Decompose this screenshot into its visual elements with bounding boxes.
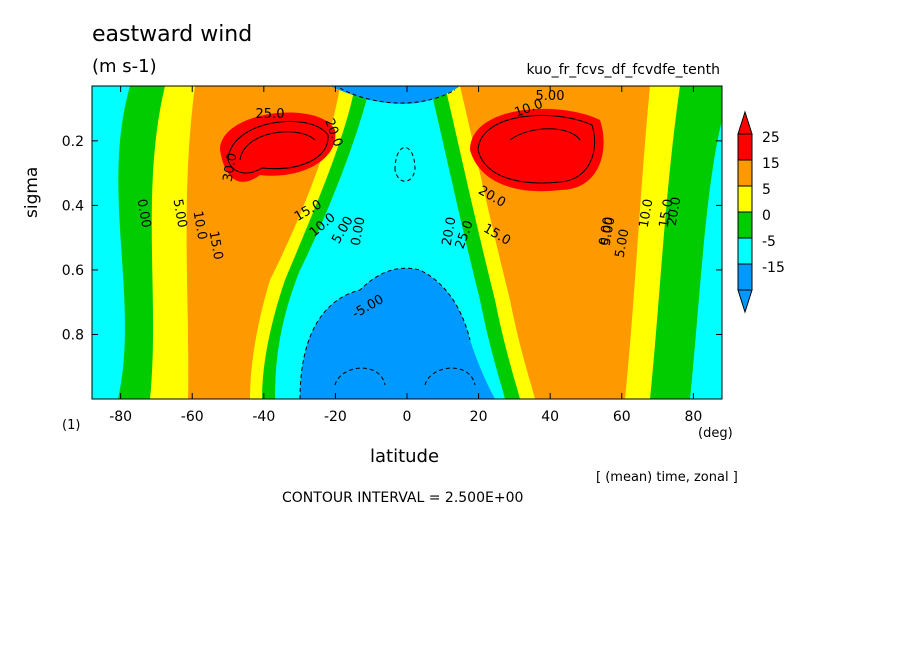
contour-label: 25.0	[256, 107, 285, 122]
averaging-note: [ (mean) time, zonal ]	[596, 470, 738, 485]
x-axis-label: latitude	[370, 446, 440, 467]
contour-label: 5.00	[536, 89, 565, 104]
x-tick-label: -80	[109, 409, 132, 425]
x-tick-label: 40	[541, 409, 559, 425]
contour-label: 0.00	[134, 198, 154, 229]
contour-lines	[227, 87, 596, 399]
colorbar-extend-bottom	[737, 289, 753, 314]
contour-label: 10.0	[190, 210, 210, 241]
x-tick-label: -60	[181, 409, 204, 425]
colorbar-segment	[737, 211, 753, 239]
colorbar-segment	[737, 133, 753, 161]
x-tick-label: 80	[684, 409, 702, 425]
colorbar-label: 0	[762, 208, 771, 224]
colorbar-label: 25	[762, 130, 780, 146]
colorbar-segment	[737, 185, 753, 213]
contour-interval: CONTOUR INTERVAL = 2.500E+00	[282, 490, 524, 506]
contour-label: 15.0	[206, 230, 226, 261]
y-tick-label: 0.2	[62, 134, 84, 150]
colorbar: 25 15 5 0 -5 -15	[737, 110, 785, 314]
contour-label: 5.00	[599, 216, 619, 247]
contour-fills	[92, 86, 722, 399]
colorbar-label: 5	[762, 182, 771, 198]
x-axis: -80 -60 -40 -20 0 20 40 60 80	[109, 86, 702, 425]
y-tick-label: 0.6	[62, 263, 84, 279]
contour-label: 30.0	[221, 152, 241, 183]
colorbar-segment	[737, 237, 753, 265]
x-tick-label: 0	[403, 409, 412, 425]
contour-label: 20.0	[440, 216, 460, 247]
colorbar-label: -5	[762, 234, 776, 250]
colorbar-segment	[737, 159, 753, 187]
contour-label: 15.0	[657, 198, 677, 229]
run-name: kuo_fr_fcvs_df_fcvdfe_tenth	[526, 62, 721, 78]
chart-units: (m s-1)	[92, 56, 157, 77]
panel-index: (1)	[62, 418, 81, 433]
colorbar-segment	[737, 263, 753, 291]
y-tick-label: 0.4	[62, 198, 84, 214]
contour-label: 0.00	[597, 216, 617, 247]
x-axis-unit: (deg)	[698, 426, 733, 441]
y-tick-label: 0.8	[62, 327, 84, 343]
contour-label: 5.00	[613, 228, 633, 259]
y-axis: 0.2 0.4 0.6 0.8	[62, 134, 722, 343]
contour-label: 20.0	[665, 196, 685, 227]
contour-label: 5.00	[170, 198, 190, 229]
contour-label: 0.00	[349, 216, 369, 247]
colorbar-extend-top	[737, 110, 753, 135]
x-tick-label: 60	[613, 409, 631, 425]
x-tick-label: -20	[324, 409, 347, 425]
colorbar-label: -15	[762, 260, 785, 276]
contour-label: 10.0	[637, 198, 657, 229]
x-tick-label: -40	[252, 409, 275, 425]
x-tick-label: 20	[470, 409, 488, 425]
colorbar-label: 15	[762, 156, 780, 172]
chart-title: eastward wind	[92, 22, 253, 47]
